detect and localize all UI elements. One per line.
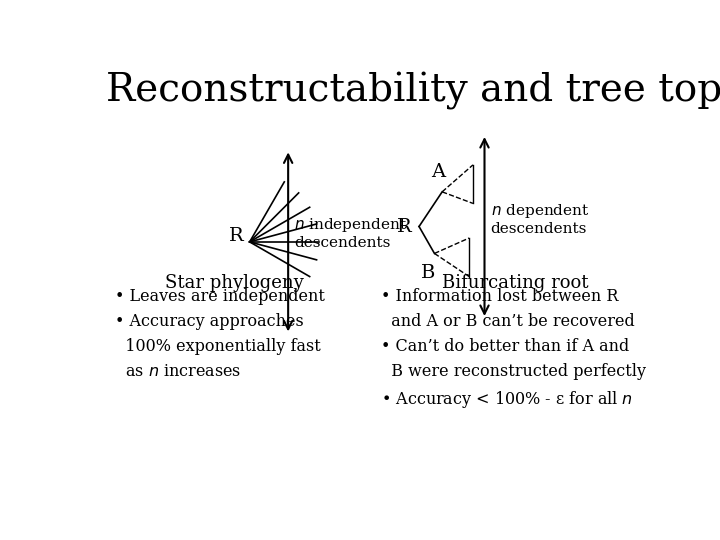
Text: Bifurcating root: Bifurcating root bbox=[442, 274, 588, 292]
Text: $n$ independent
descendents: $n$ independent descendents bbox=[294, 215, 408, 250]
Text: • Leaves are independent
• Accuracy approaches
  100% exponentially fast
  as $n: • Leaves are independent • Accuracy appr… bbox=[115, 288, 325, 380]
Text: $n$ dependent
descendents: $n$ dependent descendents bbox=[490, 202, 589, 236]
Text: • Information lost between R
  and A or B can’t be recovered
• Can’t do better t: • Information lost between R and A or B … bbox=[381, 288, 646, 409]
Text: A: A bbox=[431, 163, 446, 181]
Text: Star phylogeny: Star phylogeny bbox=[165, 274, 304, 292]
Text: R: R bbox=[397, 218, 411, 235]
Text: B: B bbox=[421, 264, 436, 282]
Text: Reconstructability and tree topology: Reconstructability and tree topology bbox=[106, 72, 720, 111]
Text: R: R bbox=[229, 227, 243, 245]
